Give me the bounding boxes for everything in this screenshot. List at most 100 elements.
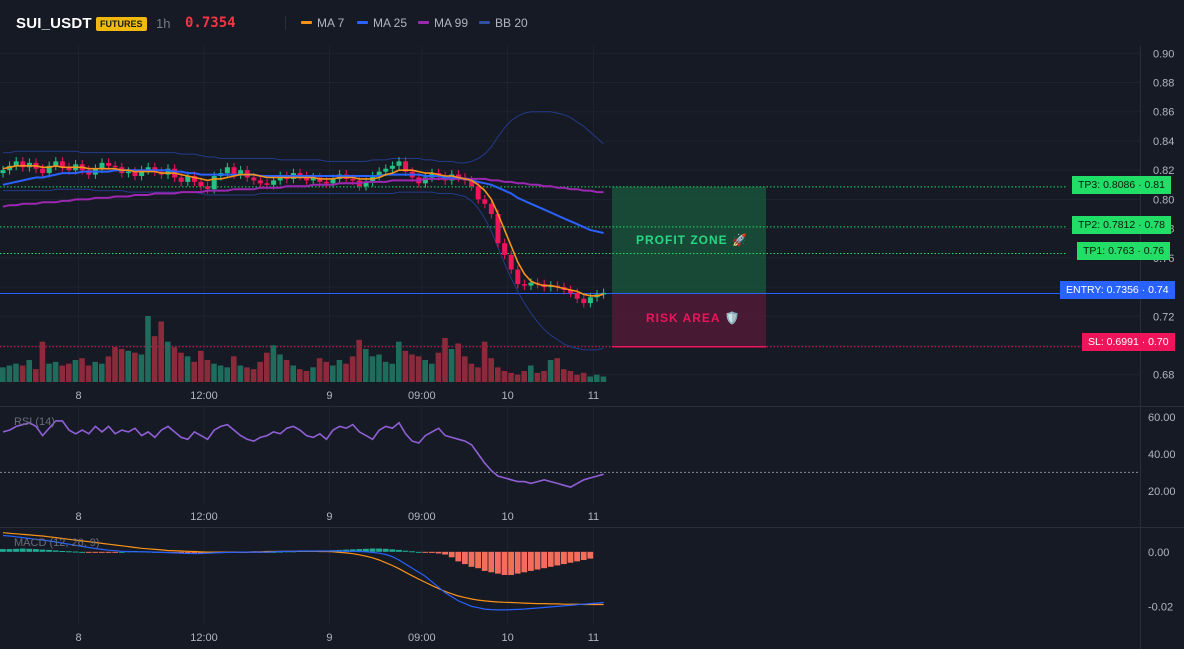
macd-histogram-bar — [422, 551, 429, 553]
macd-histogram-bar — [198, 551, 204, 554]
volume-bar — [59, 365, 65, 382]
macd-x-tick: 12:00 — [190, 632, 218, 644]
volume-bar — [343, 363, 349, 382]
risk-area-label: RISK AREA 🛡️ — [646, 311, 741, 325]
volume-bar — [290, 365, 296, 382]
timeframe-selector[interactable]: 1h — [156, 16, 171, 31]
candle-body — [20, 161, 26, 168]
legend-ma25[interactable]: MA 25 — [357, 16, 407, 30]
volume-bar — [468, 363, 475, 382]
candle-body — [211, 176, 217, 190]
volume-bar — [389, 363, 395, 382]
volume-bar — [224, 367, 230, 382]
volume-bar — [541, 371, 547, 382]
volume-bar — [264, 352, 270, 382]
candle-body — [13, 161, 19, 166]
price-y-tick: 0.88 — [1153, 78, 1174, 90]
volume-bar — [33, 369, 39, 382]
candle-body — [376, 171, 382, 177]
candle-body — [178, 177, 184, 182]
volume-bar — [39, 341, 46, 382]
legend-ma99[interactable]: MA 99 — [418, 16, 468, 30]
volume-bar — [26, 360, 32, 382]
candle-body — [165, 168, 171, 175]
legend-ma7[interactable]: MA 7 — [301, 16, 344, 30]
macd-histogram-bar — [376, 548, 382, 552]
entry-label: ENTRY: 0.7356 · 0.74 — [1060, 281, 1175, 299]
macd-histogram-bar — [415, 551, 422, 553]
macd-histogram-bar — [33, 549, 39, 552]
legend-bb20[interactable]: BB 20 — [479, 16, 528, 30]
price-y-tick: 0.68 — [1153, 370, 1174, 382]
candle-body — [475, 186, 481, 200]
price-y-tick: 0.80 — [1153, 194, 1174, 206]
volume-bar — [594, 374, 600, 382]
candle-body — [587, 297, 593, 304]
futures-badge: FUTURES — [96, 17, 147, 31]
macd-histogram-bar — [0, 549, 6, 552]
volume-bar — [462, 356, 468, 382]
symbol-name[interactable]: SUI_USDT — [16, 15, 92, 32]
volume-bar — [217, 365, 224, 382]
macd-histogram-bar — [402, 550, 409, 552]
candle-body — [125, 171, 131, 174]
volume-bar — [442, 338, 448, 382]
macd-histogram-bar — [52, 550, 59, 552]
macd-histogram-bar — [574, 551, 580, 562]
volume-bar — [514, 374, 521, 382]
candle-body — [99, 162, 105, 169]
candle-body — [482, 199, 488, 204]
volume-bar — [481, 341, 488, 382]
volume-bar — [237, 365, 244, 382]
volume-bar — [13, 363, 19, 382]
price-y-tick: 0.82 — [1153, 165, 1174, 177]
macd-histogram-bar — [39, 549, 46, 552]
macd-title: MACD (12, 26, 9) — [14, 537, 100, 549]
price-x-tick: 10 — [501, 390, 513, 402]
candle-body — [310, 177, 316, 181]
volume-bar — [0, 367, 6, 382]
macd-y-tick: 0.00 — [1148, 547, 1169, 559]
macd-histogram-bar — [349, 549, 356, 552]
sl-label: SL: 0.6991 · 0.70 — [1082, 333, 1175, 351]
volume-bar — [99, 363, 105, 382]
candle-body — [145, 167, 151, 171]
volume-bar — [429, 363, 435, 382]
candle-body — [568, 289, 574, 293]
macd-axis-border — [1140, 528, 1141, 649]
macd-histogram-bar — [448, 551, 455, 558]
volume-bar — [257, 361, 263, 382]
candle-body — [469, 180, 475, 187]
volume-bar — [125, 350, 131, 382]
price-y-tick: 0.84 — [1153, 136, 1174, 148]
macd-histogram-bar — [429, 551, 435, 553]
macd-histogram-bar — [508, 551, 514, 575]
macd-histogram-bar — [567, 551, 574, 563]
candle-body — [238, 170, 244, 175]
ma99-line — [2, 177, 604, 208]
rsi-x-tick: 09:00 — [408, 511, 436, 523]
volume-bar — [547, 360, 554, 382]
rsi-line — [2, 420, 604, 488]
macd-histogram-bar — [13, 548, 19, 552]
rsi-x-tick: 10 — [501, 511, 513, 523]
volume-bar — [422, 360, 428, 382]
macd-histogram-bar — [468, 551, 475, 567]
macd-histogram-bar — [66, 551, 72, 553]
rsi-x-tick: 12:00 — [190, 511, 218, 523]
macd-histogram-bar — [580, 551, 587, 560]
macd-histogram-bar — [455, 551, 462, 562]
ma7-line — [2, 164, 604, 297]
volume-bar — [336, 360, 343, 382]
candle-body — [139, 170, 145, 177]
macd-x-tick: 8 — [76, 632, 82, 644]
price-x-tick: 12:00 — [190, 390, 218, 402]
current-price: 0.7354 — [185, 15, 236, 31]
volume-bar — [396, 341, 402, 382]
macd-histogram-bar — [561, 551, 567, 565]
price-x-tick: 11 — [588, 390, 599, 402]
candle-body — [0, 170, 6, 174]
volume-bar — [554, 358, 560, 382]
macd-histogram-bar — [554, 551, 561, 566]
